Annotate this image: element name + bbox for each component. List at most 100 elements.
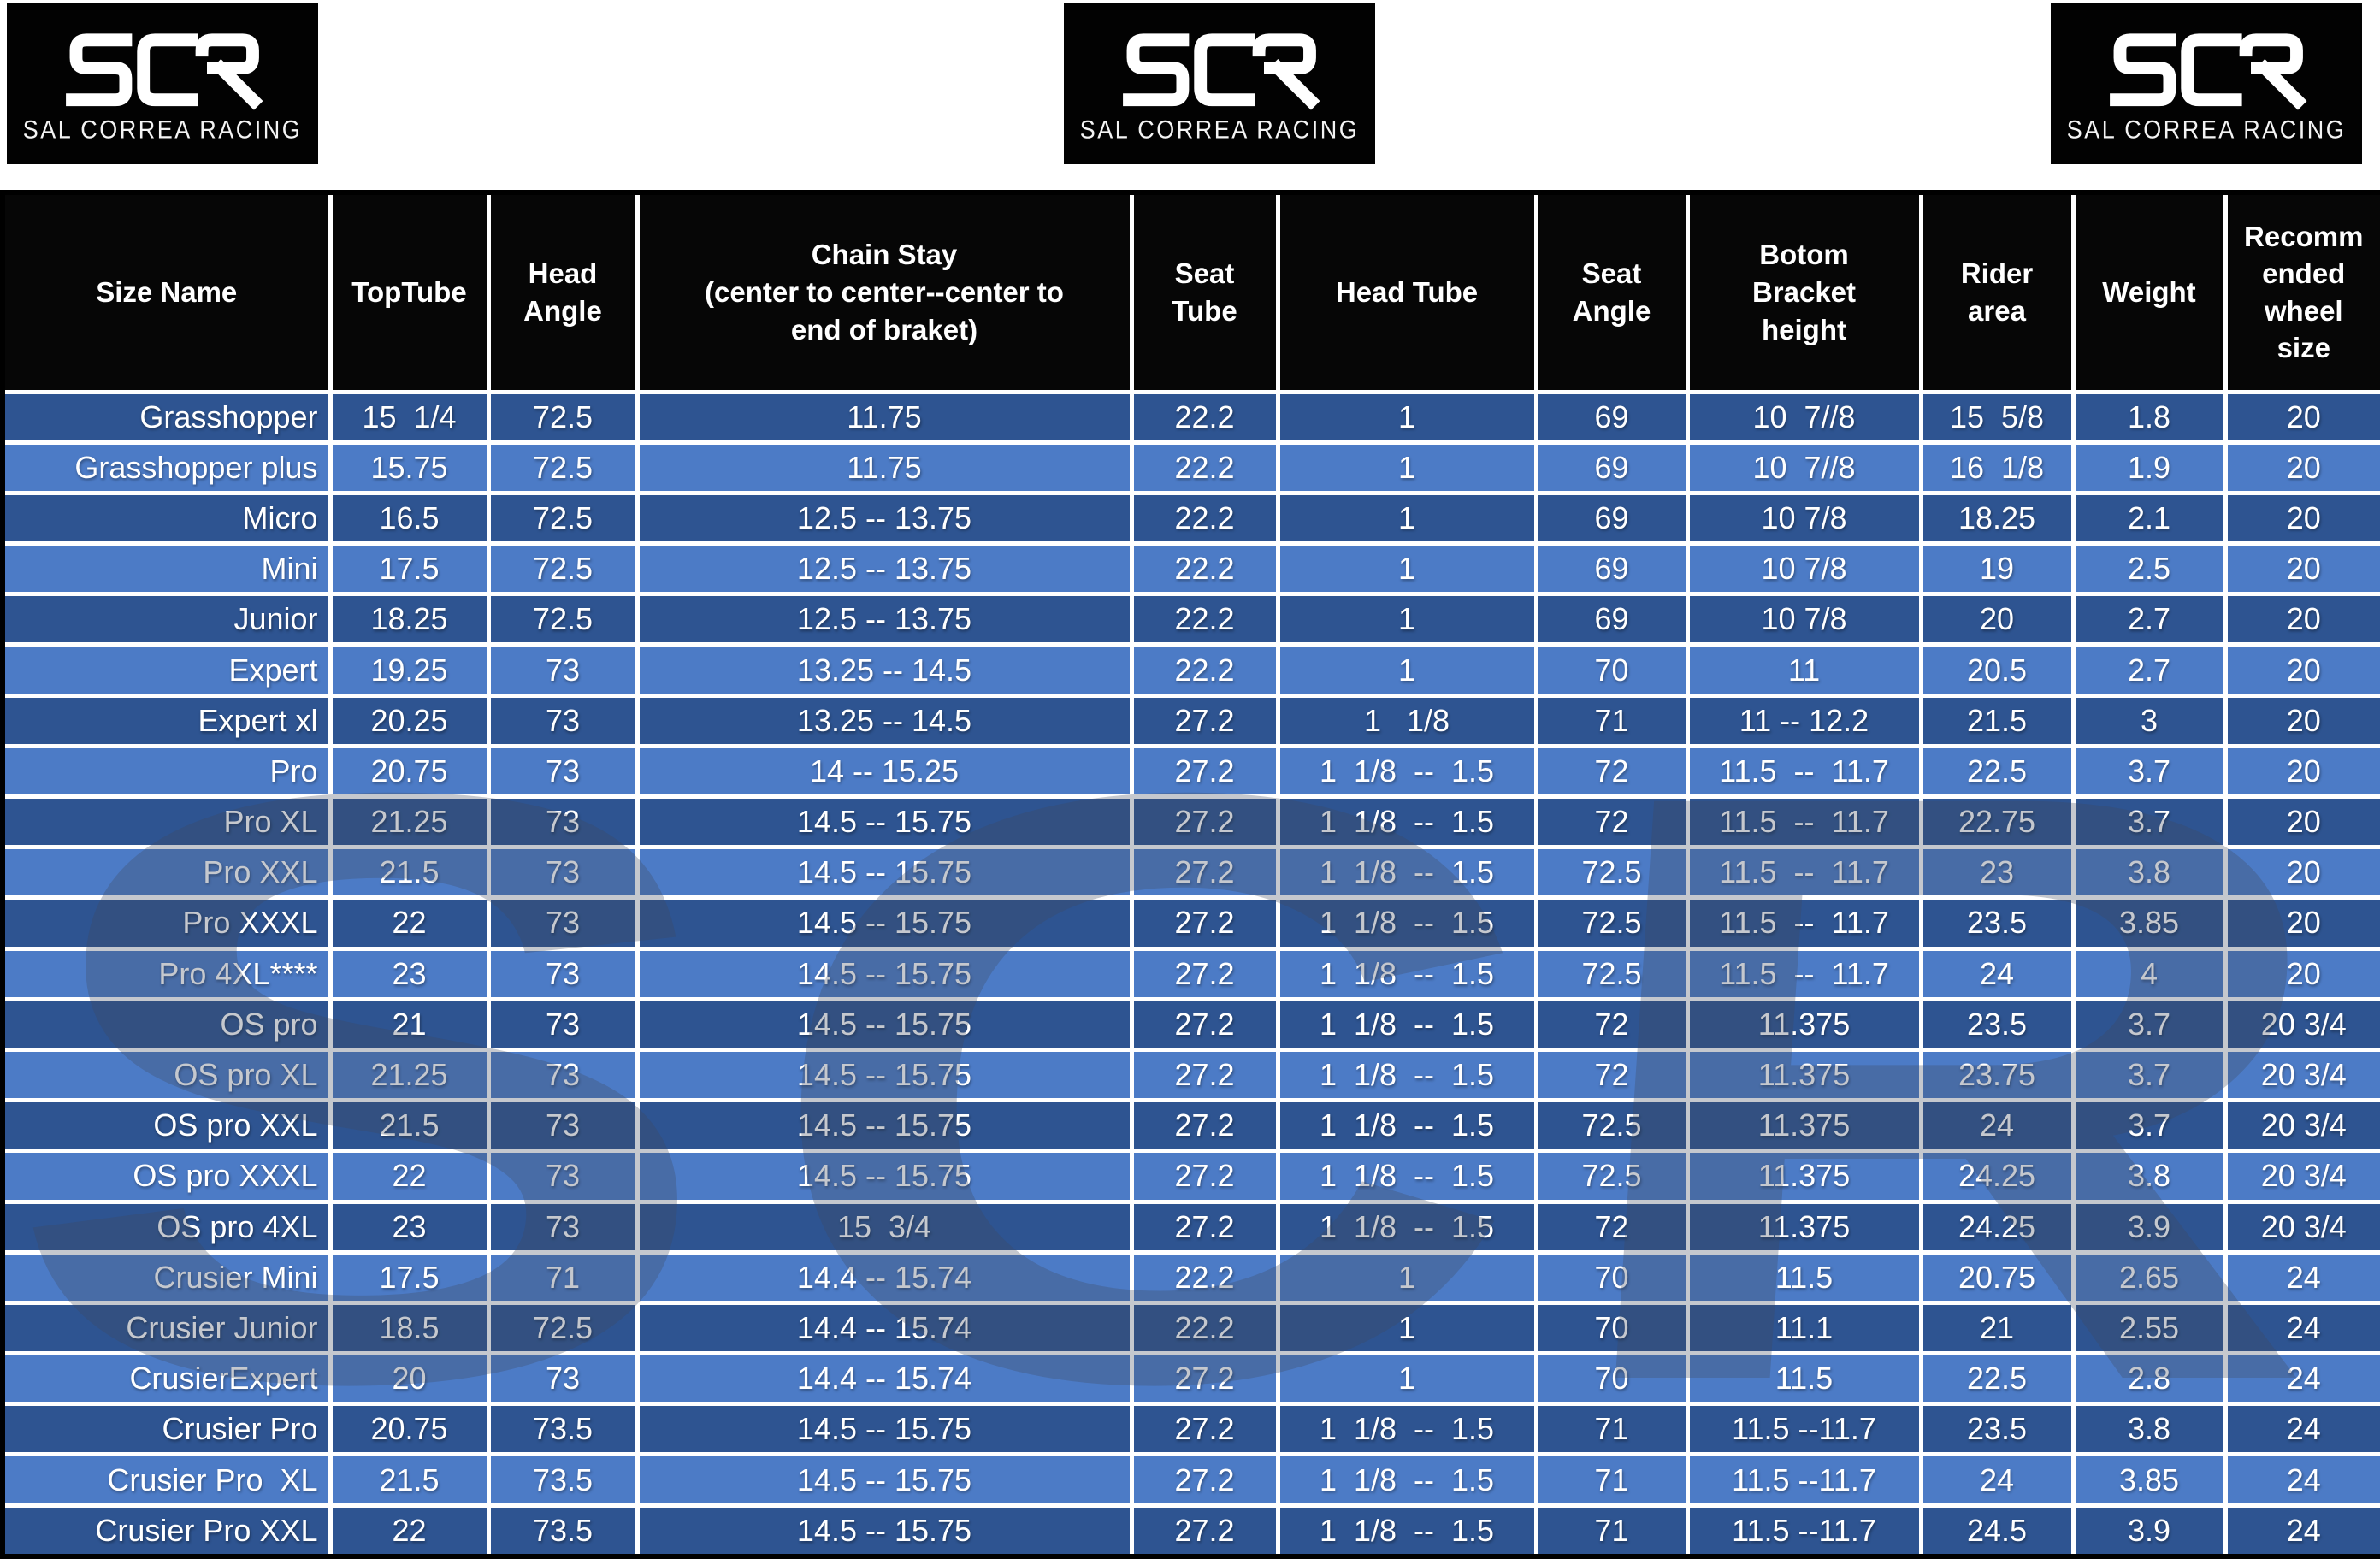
cell-rider_area: 16 1/8 [1918,440,2076,495]
cell-size_name: Crusier Pro XXL [0,1503,333,1559]
cell-seat_tube: 27.2 [1129,1503,1280,1559]
cell-bottom_bracket_height: 11.5 -- 11.7 [1685,743,1923,800]
cell-seat_angle: 72.5 [1533,845,1690,901]
cell-chain_stay: 14 -- 15.25 [635,743,1134,800]
table-row: Crusier Mini 17.5 71 14.4 -- 15.74 22.2 1 70 11… [0,1249,2380,1305]
column-header-size_name: Size Name [0,190,333,394]
table-row: OS pro XL 21.25 73 14.5 -- 15.75 27.2 1 1/8 -… [0,1047,2380,1103]
cell-weight: 3.85 [2070,1452,2228,1508]
cell-head_tube: 1 1/8 -- 1.5 [1275,743,1538,800]
cell-weight: 2.7 [2070,642,2228,698]
cell-bottom_bracket_height: 11.5 -- 11.7 [1685,794,1923,850]
cell-size_name: Micro [0,490,333,546]
cell-recommended_wheel_size: 20 3/4 [2223,1047,2380,1103]
cell-chain_stay: 14.5 -- 15.75 [635,1098,1134,1154]
scr-logo-caption: SAL CORREA RACING [1079,115,1360,144]
cell-seat_angle: 72 [1533,1199,1690,1255]
cell-seat_angle: 72 [1533,794,1690,850]
cell-seat_angle: 72.5 [1533,1149,1690,1204]
cell-size_name: CrusierExpert [0,1351,333,1407]
cell-rider_area: 20 [1918,592,2076,647]
table-row: OS pro XXXL 22 73 14.5 -- 15.75 27.2 1 1/8 --… [0,1149,2380,1204]
cell-seat_tube: 22.2 [1129,541,1280,597]
cell-size_name: Grasshopper plus [0,440,333,495]
cell-seat_tube: 22.2 [1129,1249,1280,1305]
cell-size_name: Mini [0,541,333,597]
scr-logo-mark-icon [1123,32,1320,110]
cell-bottom_bracket_height: 11.5 -- 11.7 [1685,946,1923,1001]
column-header-rider_area: Rider area [1918,190,2076,394]
column-header-seat_angle: Seat Angle [1533,190,1690,394]
cell-seat_tube: 27.2 [1129,996,1280,1052]
cell-bottom_bracket_height: 11.5 --11.7 [1685,1402,1923,1457]
cell-bottom_bracket_height: 11.5 [1685,1249,1923,1305]
cell-recommended_wheel_size: 24 [2223,1503,2380,1559]
cell-size_name: Junior [0,592,333,647]
cell-head_tube: 1 1/8 -- 1.5 [1275,845,1538,901]
table-row: Crusier Pro 20.75 73.5 14.5 -- 15.75 27.2 1 1… [0,1402,2380,1457]
cell-rider_area: 18.25 [1918,490,2076,546]
column-header-chain_stay: Chain Stay (center to center--center to … [635,190,1134,394]
cell-rider_area: 22.5 [1918,743,2076,800]
cell-recommended_wheel_size: 20 [2223,440,2380,495]
cell-seat_tube: 27.2 [1129,1351,1280,1407]
cell-rider_area: 19 [1918,541,2076,597]
cell-chain_stay: 11.75 [635,440,1134,495]
cell-weight: 3.8 [2070,1149,2228,1204]
cell-bottom_bracket_height: 11.375 [1685,1149,1923,1204]
cell-seat_tube: 22.2 [1129,642,1280,698]
cell-top_tube: 18.5 [328,1300,491,1356]
cell-chain_stay: 14.4 -- 15.74 [635,1351,1134,1407]
cell-top_tube: 23 [328,946,491,1001]
cell-chain_stay: 14.5 -- 15.75 [635,1452,1134,1508]
cell-weight: 3.9 [2070,1503,2228,1559]
logo-band: SAL CORREA RACING SAL CORREA RACING SAL … [0,0,2380,190]
column-header-head_tube: Head Tube [1275,190,1538,394]
cell-seat_tube: 27.2 [1129,1047,1280,1103]
cell-bottom_bracket_height: 11.375 [1685,1098,1923,1154]
cell-recommended_wheel_size: 20 [2223,794,2380,850]
cell-seat_angle: 72 [1533,1047,1690,1103]
cell-head_tube: 1 1/8 -- 1.5 [1275,1503,1538,1559]
cell-bottom_bracket_height: 11.5 -- 11.7 [1685,845,1923,901]
cell-seat_angle: 72 [1533,743,1690,800]
cell-top_tube: 15 1/4 [328,389,491,445]
cell-rider_area: 24 [1918,946,2076,1001]
cell-head_tube: 1 [1275,1300,1538,1356]
cell-top_tube: 21.5 [328,1452,491,1508]
cell-size_name: Pro 4XL**** [0,946,333,1001]
scr-logo-left: SAL CORREA RACING [7,3,318,164]
cell-weight: 3.7 [2070,1098,2228,1154]
scr-logo-caption: SAL CORREA RACING [2066,115,2347,144]
cell-seat_tube: 27.2 [1129,1098,1280,1154]
cell-head_tube: 1 1/8 -- 1.5 [1275,996,1538,1052]
cell-recommended_wheel_size: 20 [2223,946,2380,1001]
cell-size_name: OS pro XXL [0,1098,333,1154]
cell-top_tube: 21.5 [328,845,491,901]
cell-bottom_bracket_height: 10 7/8 [1685,490,1923,546]
table-row: Pro 4XL**** 23 73 14.5 -- 15.75 27.2 1 1/8 --… [0,946,2380,1001]
cell-rider_area: 21 [1918,1300,2076,1356]
cell-recommended_wheel_size: 20 [2223,541,2380,597]
cell-recommended_wheel_size: 20 3/4 [2223,1199,2380,1255]
cell-head_angle: 72.5 [486,440,640,495]
table-row: OS pro XXL 21.5 73 14.5 -- 15.75 27.2 1 1/8 -… [0,1098,2380,1154]
cell-size_name: Crusier Mini [0,1249,333,1305]
cell-head_angle: 72.5 [486,490,640,546]
cell-seat_tube: 27.2 [1129,743,1280,800]
cell-head_tube: 1 [1275,389,1538,445]
cell-seat_tube: 22.2 [1129,389,1280,445]
cell-head_angle: 73.5 [486,1452,640,1508]
cell-seat_tube: 27.2 [1129,845,1280,901]
cell-weight: 2.7 [2070,592,2228,647]
table-row: Micro 16.5 72.5 12.5 -- 13.75 22.2 1 69 10 7/8 1… [0,490,2380,546]
table-row: Crusier Pro XL 21.5 73.5 14.5 -- 15.75 27.2 1… [0,1452,2380,1508]
cell-top_tube: 18.25 [328,592,491,647]
cell-recommended_wheel_size: 20 [2223,693,2380,748]
cell-seat_angle: 72.5 [1533,895,1690,951]
cell-rider_area: 23 [1918,845,2076,901]
table-row: Mini 17.5 72.5 12.5 -- 13.75 22.2 1 69 10 7/8 19… [0,541,2380,597]
cell-seat_tube: 27.2 [1129,1199,1280,1255]
cell-head_angle: 73 [486,642,640,698]
cell-seat_angle: 69 [1533,592,1690,647]
